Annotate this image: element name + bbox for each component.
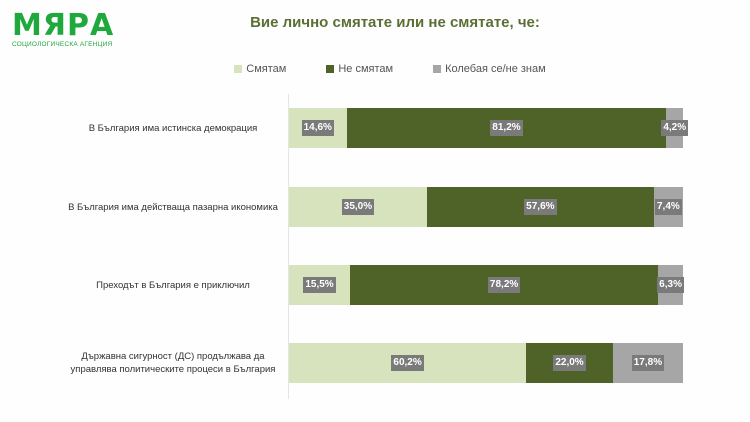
data-label: 14,6% bbox=[301, 120, 334, 136]
legend-item-agree: Смятам bbox=[234, 63, 286, 75]
legend-label: Не смятам bbox=[338, 63, 394, 75]
data-label: 78,2% bbox=[487, 277, 521, 293]
data-label: 7,4% bbox=[655, 199, 682, 215]
bar-segment: 81,2% bbox=[346, 108, 667, 148]
data-label: 22,0% bbox=[553, 355, 586, 371]
bar-segment: 4,2% bbox=[661, 108, 689, 148]
bar-segment: 7,4% bbox=[653, 187, 683, 227]
logo: МЯРА СОЦИОЛОГИЧЕСКА АГЕНЦИЯ bbox=[12, 8, 115, 49]
row-label: Преходът в България е приключил bbox=[96, 279, 250, 291]
stacked-bar: 35,0% 57,6% 7,4% bbox=[289, 187, 683, 227]
category-axis bbox=[288, 94, 289, 399]
legend-swatch-undecided bbox=[433, 65, 442, 73]
stacked-bar: 15,5% 78,2% 6,3% bbox=[289, 265, 684, 305]
bar-segment: 22,0% bbox=[526, 343, 613, 383]
legend-label: Колебая се/не знам bbox=[445, 63, 546, 75]
bar-segment: 14,6% bbox=[289, 108, 347, 148]
data-label: 17,8% bbox=[631, 355, 665, 371]
stacked-bar: 60,2% 22,0% 17,8% bbox=[289, 343, 683, 383]
stacked-bar: 14,6% 81,2% 4,2% bbox=[289, 108, 689, 148]
logo-subtitle: СОЦИОЛОГИЧЕСКА АГЕНЦИЯ bbox=[12, 41, 113, 48]
legend-swatch-agree bbox=[234, 65, 243, 73]
data-label: 4,2% bbox=[661, 120, 689, 136]
logo-name: МЯРА bbox=[12, 8, 115, 43]
data-label: 81,2% bbox=[490, 120, 523, 136]
row-label: В България има действаща пазарна икономи… bbox=[68, 201, 278, 213]
data-label: 15,5% bbox=[303, 277, 336, 293]
data-label: 60,2% bbox=[391, 355, 424, 371]
legend-swatch-disagree bbox=[326, 65, 335, 73]
data-label: 6,3% bbox=[657, 277, 684, 293]
data-label: 57,6% bbox=[524, 199, 557, 215]
chart-title: Вие лично смятате или не смятате, че: bbox=[250, 14, 540, 31]
row-label: В България има истинска демокрация bbox=[88, 122, 258, 134]
bar-segment: 35,0% bbox=[289, 187, 427, 227]
legend-item-disagree: Не смятам bbox=[326, 63, 393, 75]
legend: Смятам Не смятам Колебая се/не знам bbox=[0, 63, 750, 75]
bar-segment: 78,2% bbox=[350, 265, 659, 305]
bar-segment: 15,5% bbox=[289, 265, 351, 305]
bar-segment: 6,3% bbox=[657, 265, 684, 305]
legend-item-undecided: Колебая се/не знам bbox=[433, 63, 546, 75]
bar-segment: 60,2% bbox=[289, 343, 527, 383]
row-label: Държавна сигурност (ДС) продължава да уп… bbox=[70, 351, 276, 375]
bar-segment: 17,8% bbox=[612, 343, 683, 383]
legend-label: Смятам bbox=[246, 63, 287, 75]
data-label: 35,0% bbox=[341, 199, 375, 215]
bar-segment: 57,6% bbox=[426, 187, 654, 227]
